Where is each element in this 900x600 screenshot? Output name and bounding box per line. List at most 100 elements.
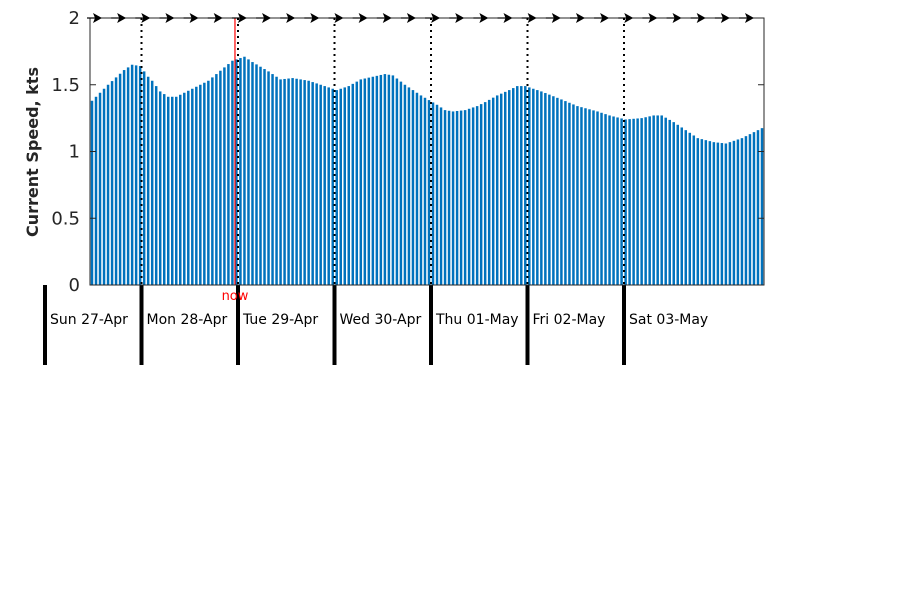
speed-bar xyxy=(568,102,571,286)
speed-bar xyxy=(122,70,126,285)
speed-bar xyxy=(447,110,451,285)
speed-bar xyxy=(588,109,591,285)
speed-bar xyxy=(576,106,579,285)
speed-bar xyxy=(207,80,210,285)
y-tick-label: 2 xyxy=(69,8,80,29)
speed-bar xyxy=(612,116,615,286)
speed-bar xyxy=(572,104,575,285)
direction-arrow xyxy=(497,13,513,23)
direction-arrow xyxy=(376,13,392,23)
bar-series xyxy=(90,56,764,286)
speed-bar xyxy=(524,86,527,285)
y-axis: 0 0.5 1 1.5 2 xyxy=(51,8,764,296)
direction-arrow xyxy=(183,13,199,23)
speed-bar xyxy=(640,118,643,286)
direction-arrow xyxy=(400,13,416,23)
speed-bar xyxy=(279,79,282,285)
speed-bar xyxy=(620,118,623,286)
speed-bar xyxy=(271,74,274,285)
speed-bar xyxy=(411,90,415,285)
direction-arrow xyxy=(135,13,151,23)
speed-bar xyxy=(672,122,675,285)
direction-arrow xyxy=(256,13,272,23)
speed-bar xyxy=(668,119,671,285)
speed-bar xyxy=(475,106,479,285)
speed-bar xyxy=(263,69,266,285)
speed-bar xyxy=(732,140,736,285)
speed-bar xyxy=(307,80,310,285)
speed-bar xyxy=(383,74,387,285)
speed-bar xyxy=(499,93,503,286)
day-label: Sat 03-May xyxy=(629,312,708,328)
speed-bar xyxy=(704,140,708,285)
speed-bar xyxy=(187,90,190,285)
speed-bar xyxy=(166,96,170,286)
speed-bar xyxy=(712,142,716,285)
speed-bar xyxy=(211,77,214,285)
speed-bar xyxy=(223,67,226,286)
speed-bar xyxy=(343,87,346,285)
speed-bar xyxy=(311,82,314,285)
speed-bar xyxy=(355,81,359,285)
speed-bar xyxy=(319,84,322,285)
speed-bar xyxy=(299,79,302,285)
speed-bar xyxy=(203,82,206,285)
speed-bar xyxy=(720,143,724,285)
speed-bar xyxy=(736,139,740,285)
speed-bar xyxy=(179,94,182,285)
speed-bar xyxy=(503,91,507,286)
direction-arrow xyxy=(87,13,102,23)
y-tick-label: 1 xyxy=(69,142,80,163)
speed-bar xyxy=(596,111,599,285)
y-tick-label: 0.5 xyxy=(51,208,80,229)
speed-bar xyxy=(267,71,270,286)
direction-arrow xyxy=(473,13,489,23)
speed-bar xyxy=(154,86,158,285)
speed-bar xyxy=(648,116,651,285)
speed-bar xyxy=(415,92,419,285)
speed-bar xyxy=(744,136,748,285)
speed-bar xyxy=(435,104,439,286)
speed-bar xyxy=(580,107,583,286)
speed-bar xyxy=(227,64,230,285)
speed-bar xyxy=(556,97,559,285)
speed-bar xyxy=(142,71,146,286)
speed-bar xyxy=(664,117,667,286)
speed-bar xyxy=(255,64,258,285)
speed-bar xyxy=(303,80,306,285)
speed-bar xyxy=(491,97,495,285)
direction-arrow xyxy=(280,13,296,23)
speed-bar xyxy=(692,135,696,285)
speed-bar xyxy=(323,86,326,285)
speed-bar xyxy=(604,114,607,286)
direction-arrow xyxy=(521,13,537,23)
speed-bar xyxy=(150,80,154,285)
speed-bar xyxy=(688,132,692,285)
speed-bar xyxy=(239,58,242,285)
speed-bar xyxy=(94,96,98,286)
speed-bar xyxy=(516,86,519,285)
speed-bar xyxy=(98,92,102,285)
speed-bar xyxy=(199,84,202,285)
speed-bar xyxy=(656,115,659,285)
speed-bar xyxy=(463,110,467,285)
speed-bar xyxy=(114,77,118,285)
speed-bar xyxy=(756,130,760,285)
speed-bar xyxy=(315,83,318,285)
speed-bar xyxy=(231,60,234,285)
speed-bar xyxy=(130,64,134,285)
speed-bar xyxy=(287,78,290,286)
speed-bar xyxy=(443,110,447,285)
speed-bar xyxy=(592,110,595,285)
y-tick-label: 1.5 xyxy=(51,75,80,96)
speed-bar xyxy=(275,76,278,286)
speed-bar xyxy=(512,88,515,285)
speed-bar xyxy=(616,117,619,286)
speed-bar xyxy=(419,95,423,286)
speed-bar xyxy=(134,65,138,285)
direction-arrow xyxy=(545,13,561,23)
speed-bar xyxy=(652,115,655,285)
speed-bar xyxy=(483,102,487,285)
day-label: Thu 01-May xyxy=(435,312,519,328)
direction-arrow xyxy=(352,13,368,23)
